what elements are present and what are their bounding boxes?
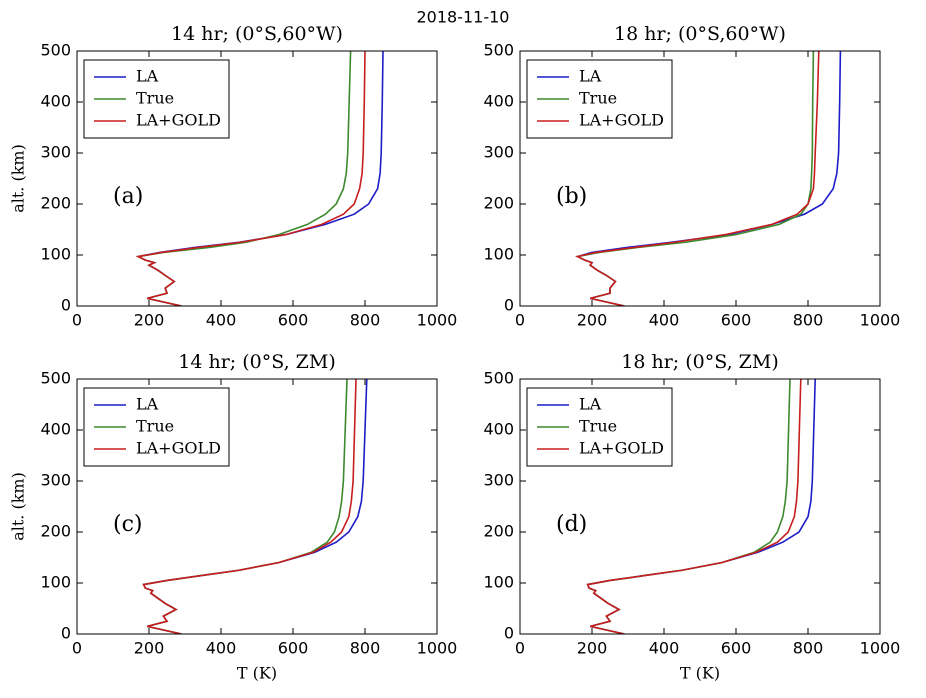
y-tick-label: 0 xyxy=(61,624,71,643)
y-tick-label: 400 xyxy=(483,92,514,111)
x-tick-label: 0 xyxy=(72,311,82,330)
y-axis-label: alt. (km) xyxy=(9,472,28,541)
x-tick-label: 400 xyxy=(206,639,237,658)
x-tick-label: 800 xyxy=(793,311,824,330)
y-tick-label: 300 xyxy=(40,143,71,162)
plot-frame xyxy=(519,378,881,635)
y-tick-label: 500 xyxy=(40,369,71,388)
x-tick-label: 600 xyxy=(721,311,752,330)
x-tick-label: 600 xyxy=(278,311,309,330)
legend-box xyxy=(526,387,673,467)
x-tick-label: 800 xyxy=(793,639,824,658)
legend-label: LA xyxy=(579,67,602,86)
subplot-title: 18 hr; (0°S, ZM) xyxy=(621,351,778,373)
x-tick-label: 400 xyxy=(649,639,680,658)
y-tick-label: 0 xyxy=(61,296,71,315)
x-axis-label: T (K) xyxy=(680,664,720,683)
x-tick-label: 0 xyxy=(72,639,82,658)
subplot-title: 14 hr; (0°S, ZM) xyxy=(178,351,335,373)
y-tick-label: 400 xyxy=(40,92,71,111)
x-tick-label: 600 xyxy=(721,639,752,658)
series-line xyxy=(142,379,357,634)
legend-label: LA xyxy=(136,67,159,86)
y-tick-label: 400 xyxy=(483,420,514,439)
legend-label: True xyxy=(136,417,174,436)
x-tick-label: 400 xyxy=(649,311,680,330)
x-tick-label: 1000 xyxy=(860,639,901,658)
series-line xyxy=(135,51,366,306)
x-tick-label: 1000 xyxy=(860,311,901,330)
y-tick-label: 300 xyxy=(40,471,71,490)
y-tick-label: 200 xyxy=(483,194,514,213)
x-tick-label: 200 xyxy=(134,311,165,330)
y-tick-label: 500 xyxy=(483,369,514,388)
legend-label: True xyxy=(136,89,174,108)
y-tick-label: 0 xyxy=(504,624,514,643)
y-tick-label: 200 xyxy=(483,522,514,541)
legend-label: LA xyxy=(136,395,159,414)
legend-label: LA+GOLD xyxy=(136,439,221,458)
y-axis-label: alt. (km) xyxy=(9,144,28,213)
x-tick-label: 800 xyxy=(350,639,381,658)
plot-frame xyxy=(76,378,438,635)
annotation: (a) xyxy=(113,184,143,209)
x-tick-label: 800 xyxy=(350,311,381,330)
y-tick-label: 400 xyxy=(40,420,71,439)
x-tick-label: 1000 xyxy=(417,639,458,658)
series-line xyxy=(575,51,820,306)
y-tick-label: 500 xyxy=(483,41,514,60)
legend-label: True xyxy=(579,89,617,108)
series-line xyxy=(586,379,802,634)
annotation: (b) xyxy=(556,184,587,209)
legend-label: LA+GOLD xyxy=(579,439,664,458)
subplot-title: 18 hr; (0°S,60°W) xyxy=(614,23,786,45)
y-tick-label: 100 xyxy=(483,573,514,592)
x-tick-label: 200 xyxy=(134,639,165,658)
legend-label: LA+GOLD xyxy=(579,111,664,130)
y-tick-label: 300 xyxy=(483,471,514,490)
figure-title: 2018-11-10 xyxy=(417,8,510,27)
x-tick-label: 200 xyxy=(577,639,608,658)
plot-frame xyxy=(76,50,438,307)
x-tick-label: 400 xyxy=(206,311,237,330)
x-tick-label: 600 xyxy=(278,639,309,658)
y-tick-label: 100 xyxy=(40,573,71,592)
x-tick-label: 200 xyxy=(577,311,608,330)
y-tick-label: 200 xyxy=(40,522,71,541)
legend-label: True xyxy=(579,417,617,436)
x-axis-label: T (K) xyxy=(237,664,277,683)
annotation: (c) xyxy=(113,512,143,537)
legend-label: LA xyxy=(579,395,602,414)
y-tick-label: 0 xyxy=(504,296,514,315)
x-tick-label: 0 xyxy=(515,311,525,330)
y-tick-label: 500 xyxy=(40,41,71,60)
y-tick-label: 200 xyxy=(40,194,71,213)
y-tick-label: 100 xyxy=(483,245,514,264)
annotation: (d) xyxy=(556,512,587,537)
plot-frame xyxy=(519,50,881,307)
x-tick-label: 0 xyxy=(515,639,525,658)
y-tick-label: 300 xyxy=(483,143,514,162)
y-tick-label: 100 xyxy=(40,245,71,264)
x-tick-label: 1000 xyxy=(417,311,458,330)
subplot-title: 14 hr; (0°S,60°W) xyxy=(171,23,343,45)
legend-label: LA+GOLD xyxy=(136,111,221,130)
